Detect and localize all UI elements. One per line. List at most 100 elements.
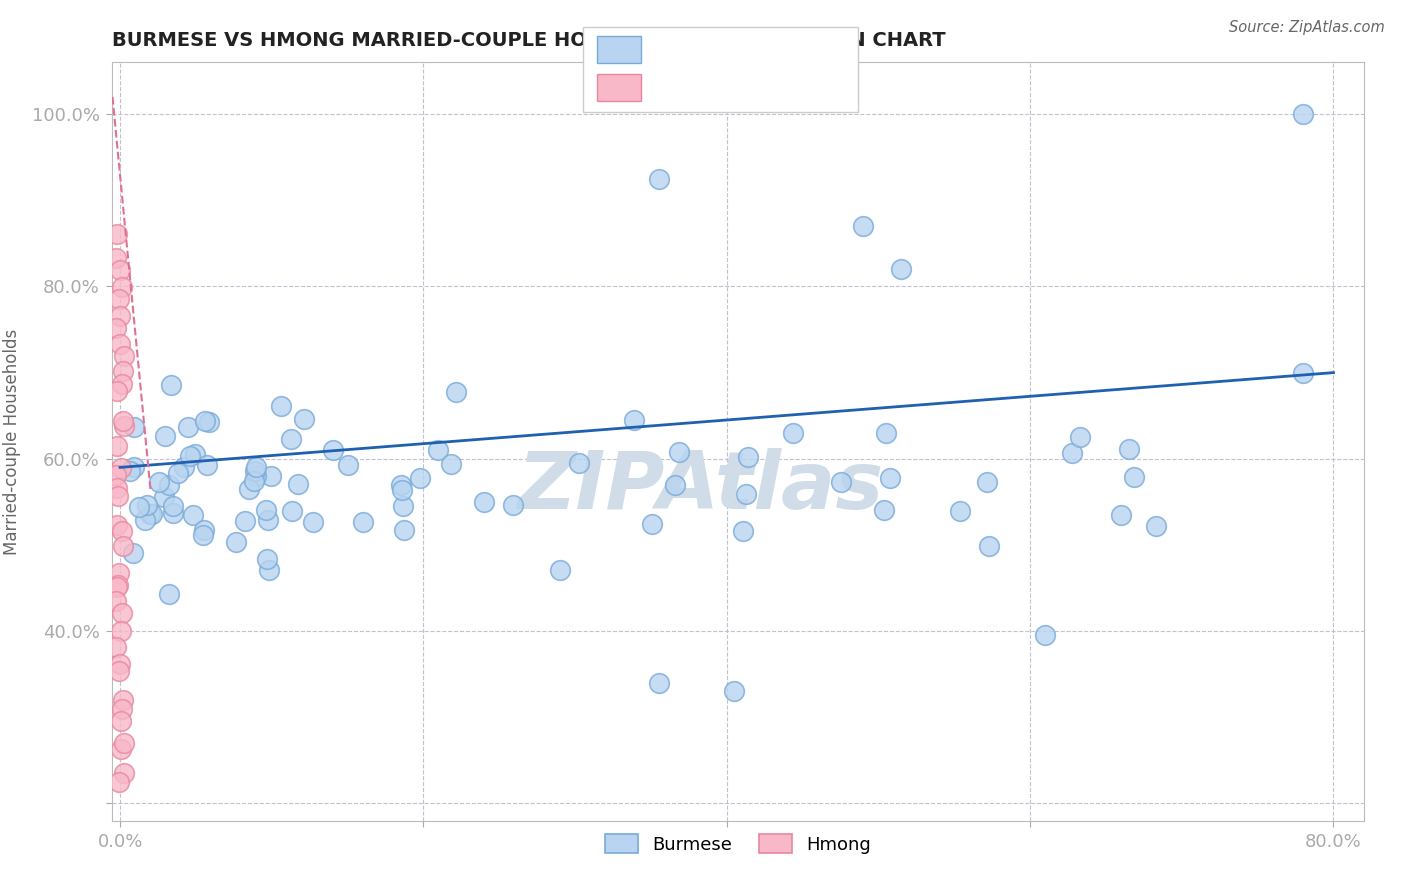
Point [872,503,894,517]
Point [238,482,260,496]
Point [1292,107,1315,121]
Point [731,524,754,538]
Point [301,515,323,529]
Point [198,415,221,429]
Point [245,469,267,483]
Point [108,337,131,351]
Point [193,524,215,538]
Point [111,280,134,294]
Point [225,535,247,549]
Point [107,489,129,503]
Point [105,640,128,654]
Point [104,251,127,265]
Point [1109,508,1132,522]
Point [502,498,524,512]
Text: BURMESE VS HMONG MARRIED-COUPLE HOUSEHOLDS CORRELATION CHART: BURMESE VS HMONG MARRIED-COUPLE HOUSEHOL… [112,30,946,50]
Point [647,675,669,690]
Text: R =  0.307   N =: R = 0.307 N = [652,78,800,96]
Point [852,219,875,234]
Point [108,664,131,678]
Point [890,262,912,277]
Point [141,507,163,521]
Bar [598,74,641,102]
Point [1060,446,1083,460]
Point [111,376,134,391]
Point [105,518,128,533]
Point [1144,518,1167,533]
Point [194,414,217,428]
Point [157,587,180,601]
Point [107,566,129,581]
Point [122,546,145,560]
Text: 86: 86 [811,41,835,59]
Point [668,445,690,459]
Point [166,467,188,481]
Point [104,467,127,482]
Point [179,449,201,463]
Point [162,499,184,513]
Point [548,563,571,577]
Point [193,528,215,542]
Point [664,478,686,492]
Point [107,775,129,789]
Point [155,428,177,442]
Point [112,364,135,378]
Point [104,321,127,335]
Point [259,468,281,483]
Point [427,443,450,458]
Point [111,702,134,716]
Point [112,414,135,428]
Point [444,384,467,399]
Point [256,513,278,527]
Y-axis label: Married-couple Households: Married-couple Households [3,328,21,555]
Point [734,486,756,500]
Point [110,460,132,475]
Point [256,552,278,566]
Point [105,481,128,495]
Legend: Burmese, Hmong: Burmese, Hmong [598,827,879,861]
Point [723,684,745,698]
Point [280,432,302,446]
Point [159,478,181,492]
Point [105,439,128,453]
Point [641,517,664,532]
Point [879,471,901,485]
Point [110,624,132,639]
Point [160,378,183,392]
Point [336,458,359,472]
Point [108,262,131,277]
Point [233,514,256,528]
Point [875,425,897,440]
Point [105,384,128,398]
Point [408,471,430,485]
Point [1033,628,1056,642]
Point [1069,430,1091,444]
Point [976,475,998,489]
Text: Source: ZipAtlas.com: Source: ZipAtlas.com [1229,20,1385,35]
Point [949,504,972,518]
Point [281,504,304,518]
Point [195,458,218,472]
Point [1292,366,1315,380]
Point [105,227,128,241]
Point [257,563,280,577]
Point [392,523,415,537]
Point [114,765,136,780]
Point [245,464,267,478]
Point [107,577,129,591]
Point [122,459,145,474]
Point [112,418,135,433]
Point [245,460,267,475]
Point [440,457,463,471]
Point [110,714,132,728]
Point [173,460,195,475]
Point [108,309,131,323]
Point [254,503,277,517]
Text: ZIPAtlas: ZIPAtlas [517,448,884,526]
Point [108,657,131,671]
Text: R =  0.124   N =: R = 0.124 N = [652,41,800,59]
Point [391,483,413,497]
Point [112,737,135,751]
Point [135,498,157,512]
Point [105,580,128,594]
